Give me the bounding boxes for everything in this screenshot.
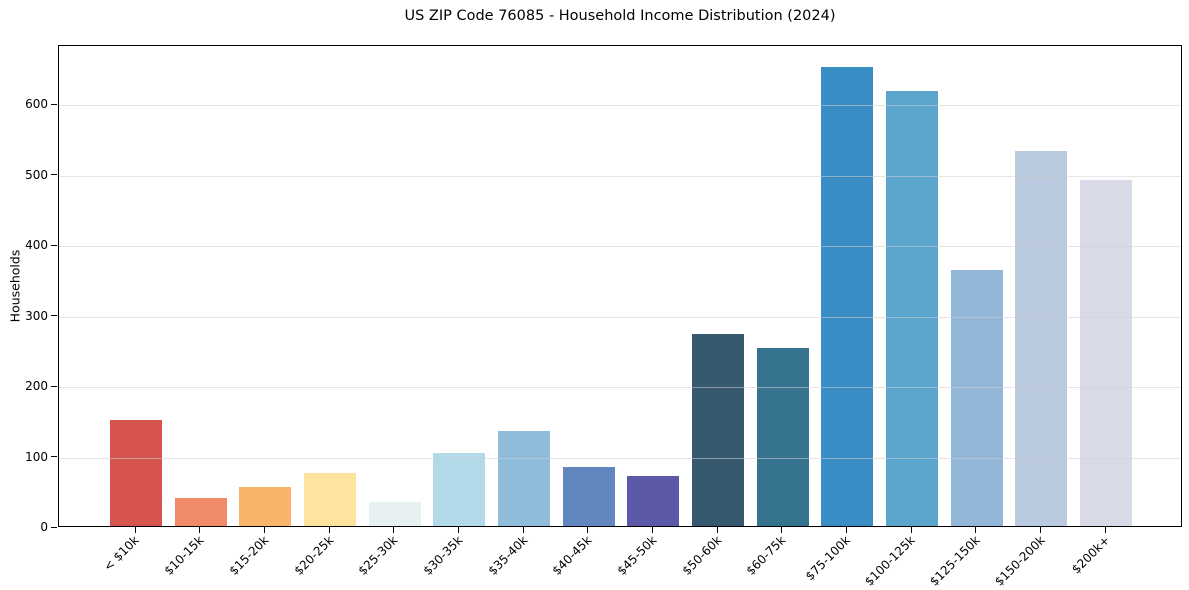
y-tick-mark-500 [51,174,57,176]
bar-10k [110,420,162,526]
y-tick-mark-300 [51,315,57,317]
x-tick-mark-5 [457,527,460,533]
bar-125-150k [950,270,1003,526]
bar-25-30k [368,502,421,526]
x-tick-label-1: $10-15k [161,533,207,578]
bar-45-50k [627,476,680,526]
y-tick-label-200: 200 [25,379,48,394]
y-tick-mark-0 [51,526,57,528]
x-tick-mark-4 [393,527,395,533]
x-tick-label-11: $75-100k [803,533,854,584]
x-tick-mark-12 [910,527,912,533]
y-tick-label-400: 400 [25,238,48,253]
x-tick-label-15: $200k+ [1068,533,1113,577]
gridline-300 [59,316,1181,318]
x-tick-mark-3 [328,527,330,533]
x-tick-label-9: $50-60k [679,533,724,578]
x-tick-mark-7 [587,527,589,533]
gridline-600 [59,105,1181,107]
y-tick-label-0: 0 [40,520,48,534]
bar-15-20k [239,486,292,526]
bar-200k [1080,180,1133,526]
bar-50-60k [692,333,745,526]
bar-75-100k [821,66,874,526]
y-tick-label-300: 300 [25,308,48,323]
x-tick-label-12: $100-125k [862,533,918,589]
y-tick-mark-400 [51,244,57,246]
gridline-100 [59,457,1181,459]
x-tick-mark-1 [199,527,201,533]
x-tick-mark-14 [1039,527,1042,533]
x-tick-label-4: $25-30k [355,533,401,578]
x-tick-label-2: $15-20k [226,533,272,578]
bar-20-25k [304,473,356,526]
y-tick-label-500: 500 [25,167,48,182]
x-tick-label-6: $35-40k [485,533,530,578]
bar-60-75k [756,348,809,526]
x-tick-mark-0 [134,527,136,533]
x-tick-mark-9 [716,527,718,533]
x-tick-mark-2 [263,527,266,533]
x-tick-label-0: < $10k [101,533,142,574]
x-tick-label-8: $45-50k [614,533,660,578]
y-tick-label-600: 600 [25,97,48,112]
bar-10-15k [174,497,227,526]
x-tick-mark-10 [781,527,783,533]
gridline-400 [59,246,1181,248]
x-tick-label-7: $40-45k [549,533,595,578]
x-tick-mark-11 [845,527,848,533]
x-tick-mark-8 [651,527,654,533]
plot-area [58,45,1182,527]
bar-100-125k [886,91,939,526]
bar-35-40k [498,430,551,526]
x-tick-label-13: $125-150k [926,533,983,589]
x-tick-label-3: $20-25k [291,533,336,578]
y-tick-mark-600 [51,103,57,105]
gridline-500 [59,175,1181,177]
x-tick-mark-6 [522,527,524,533]
y-tick-mark-100 [51,456,57,458]
x-tick-mark-15 [1104,527,1106,533]
x-tick-label-5: $30-35k [420,533,466,578]
gridline-200 [59,387,1181,389]
chart-title: US ZIP Code 76085 - Household Income Dis… [404,8,836,24]
x-tick-label-10: $60-75k [743,533,789,578]
bar-150-200k [1015,151,1068,526]
x-tick-label-14: $150-200k [991,533,1048,589]
bar-40-45k [562,466,615,526]
bar-30-35k [433,453,486,526]
x-tick-mark-13 [975,527,977,533]
y-tick-label-100: 100 [25,449,48,464]
y-tick-mark-200 [51,385,57,387]
